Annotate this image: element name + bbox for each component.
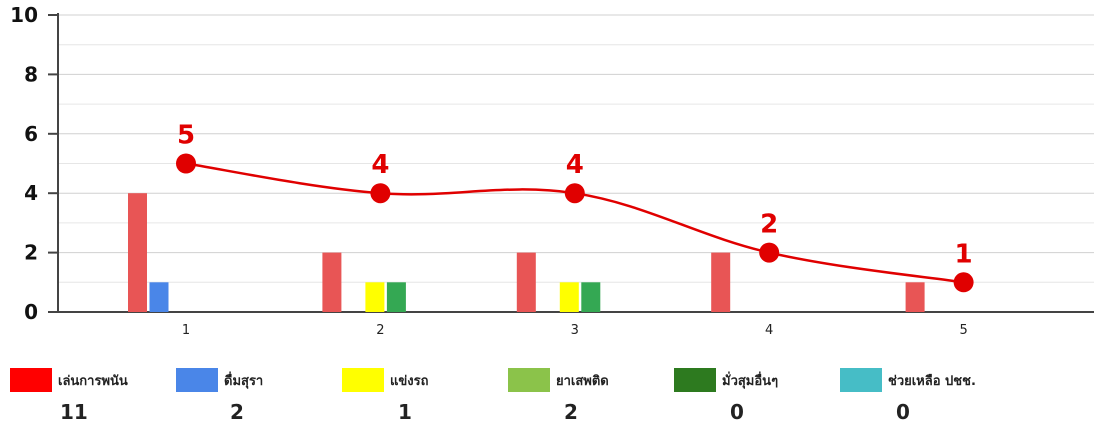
line-point bbox=[759, 242, 780, 263]
legend-count: 0 bbox=[896, 400, 910, 424]
legend-swatch bbox=[342, 368, 384, 392]
legend-swatch bbox=[840, 368, 882, 392]
legend-swatch bbox=[674, 368, 716, 392]
line-data-label: 4 bbox=[566, 150, 584, 180]
legend-label: ดื่มสุรา bbox=[224, 374, 264, 389]
legend-count: 0 bbox=[730, 400, 744, 424]
bar bbox=[516, 252, 536, 312]
y-tick-label: 2 bbox=[24, 241, 38, 265]
bar bbox=[559, 282, 579, 312]
bar bbox=[386, 282, 406, 312]
x-tick-label: 5 bbox=[959, 323, 967, 338]
legend-count: 11 bbox=[60, 400, 88, 424]
bar bbox=[365, 282, 385, 312]
bar bbox=[581, 282, 601, 312]
line-data-label: 4 bbox=[371, 150, 389, 180]
legend-swatch bbox=[10, 368, 52, 392]
y-tick-label: 6 bbox=[24, 122, 38, 146]
bar bbox=[905, 282, 925, 312]
legend-swatch bbox=[176, 368, 218, 392]
legend-count: 1 bbox=[398, 400, 412, 424]
x-tick-label: 2 bbox=[376, 323, 384, 338]
x-tick-label: 4 bbox=[765, 323, 773, 338]
y-tick-label: 10 bbox=[10, 3, 38, 27]
bar bbox=[149, 282, 169, 312]
legend-label: ยาเสพติด bbox=[556, 374, 609, 389]
x-tick-label: 3 bbox=[571, 323, 579, 338]
legend-label: เล่นการพนัน bbox=[58, 374, 128, 389]
legend-count: 2 bbox=[564, 400, 578, 424]
line-point bbox=[176, 153, 196, 174]
legend: เล่นการพนัน 11 ดื่มสุรา 2 แข่งรถ 1 ยาเสพ… bbox=[0, 360, 1094, 424]
line-point bbox=[953, 272, 974, 293]
line-data-label: 5 bbox=[177, 121, 195, 151]
y-tick-label: 4 bbox=[24, 181, 38, 205]
legend-label: แข่งรถ bbox=[390, 374, 429, 389]
line-data-label: 2 bbox=[760, 210, 778, 240]
y-tick-label: 0 bbox=[24, 300, 38, 324]
bar bbox=[128, 193, 147, 312]
legend-count: 2 bbox=[230, 400, 244, 424]
bar bbox=[711, 252, 731, 312]
line-point bbox=[370, 183, 391, 204]
legend-label: ช่วยเหลือ ปชช. bbox=[888, 374, 976, 389]
line-data-label: 1 bbox=[955, 239, 973, 269]
line-point bbox=[564, 183, 585, 204]
legend-label: มั่วสุมอื่นๆ bbox=[722, 374, 779, 389]
x-tick-label: 1 bbox=[182, 323, 190, 338]
legend-swatch bbox=[508, 368, 550, 392]
bar bbox=[322, 252, 342, 312]
y-tick-label: 8 bbox=[24, 62, 38, 86]
